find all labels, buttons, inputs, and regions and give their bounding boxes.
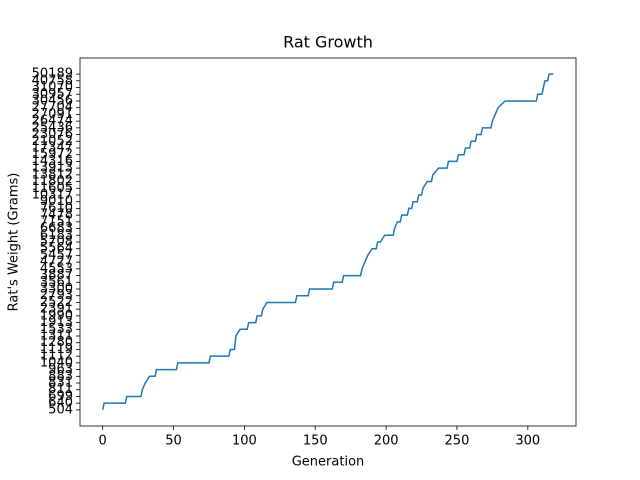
y-tick-label: 7151 <box>40 214 73 229</box>
y-tick-label: 13812 <box>32 167 73 182</box>
y-tick-label: 27704 <box>32 100 73 115</box>
y-tick-label: 1119 <box>40 342 73 357</box>
x-tick-label: 150 <box>303 434 328 449</box>
y-tick-label: 27091 <box>32 107 73 122</box>
x-tick-label: 200 <box>374 434 399 449</box>
y-tick-label: 50189 <box>32 67 73 82</box>
y-tick-label: 1533 <box>40 322 73 337</box>
y-tick-label: 4553 <box>40 261 73 276</box>
y-tick-label: 1280 <box>40 335 73 350</box>
y-tick-label: 640 <box>48 396 73 411</box>
y-tick-label: 3300 <box>40 282 73 297</box>
y-tick-label: 10317 <box>32 187 73 202</box>
y-tick-label: 7478 <box>40 208 73 223</box>
x-tick-label: 250 <box>445 434 470 449</box>
y-tick-label: 13913 <box>32 161 73 176</box>
y-tick-label: 14316 <box>32 154 73 169</box>
y-tick-label: 4727 <box>40 255 73 270</box>
y-tick-label: 11802 <box>32 174 73 189</box>
y-tick-label: 23076 <box>32 127 73 142</box>
y-tick-label: 17347 <box>32 140 73 155</box>
y-tick-label: 1311 <box>40 329 73 344</box>
y-tick-label: 963 <box>48 362 73 377</box>
y-tick-label: 699 <box>48 389 73 404</box>
y-tick-label: 2793 <box>40 288 73 303</box>
y-tick-label: 2522 <box>40 295 73 310</box>
y-tick-label: 1990 <box>40 308 73 323</box>
y-tick-label: 9010 <box>40 194 73 209</box>
y-tick-label: 5564 <box>40 241 73 256</box>
y-axis-label: Rat's Weight (Grams) <box>7 173 22 312</box>
y-tick-label: 5708 <box>40 235 73 250</box>
y-tick-label: 11605 <box>32 181 73 196</box>
y-tick-label: 883 <box>48 369 73 384</box>
y-tick-label: 30957 <box>32 87 73 102</box>
x-tick-label: 300 <box>515 434 540 449</box>
x-tick-label: 0 <box>99 434 107 449</box>
x-axis-label: Generation <box>292 455 365 470</box>
y-tick-label: 6183 <box>40 228 73 243</box>
y-tick-label: 5457 <box>40 248 73 263</box>
y-tick-label: 1112 <box>40 349 73 364</box>
y-tick-label: 504 <box>48 402 73 417</box>
y-tick-label: 3561 <box>40 275 73 290</box>
chart-title: Rat Growth <box>283 33 373 52</box>
y-tick-label: 2391 <box>40 302 73 317</box>
y-tick-label: 15972 <box>32 147 73 162</box>
y-tick-label: 1040 <box>40 355 73 370</box>
y-tick-label: 26474 <box>32 114 73 129</box>
data-line <box>101 73 554 411</box>
y-tick-label: 811 <box>48 382 73 397</box>
y-tick-label: 831 <box>48 376 73 391</box>
x-tick-label: 50 <box>165 434 182 449</box>
x-tick-label: 100 <box>232 434 257 449</box>
y-tick-label: 7610 <box>40 201 73 216</box>
y-tick-label: 21052 <box>32 134 73 149</box>
y-tick-label: 6683 <box>40 221 73 236</box>
y-tick-label: 25436 <box>32 120 73 135</box>
y-tick-label: 40758 <box>32 73 73 88</box>
y-tick-label: 3887 <box>40 268 73 283</box>
y-tick-label: 30456 <box>32 93 73 108</box>
y-tick-label: 31070 <box>32 80 73 95</box>
y-tick-label: 1913 <box>40 315 73 330</box>
